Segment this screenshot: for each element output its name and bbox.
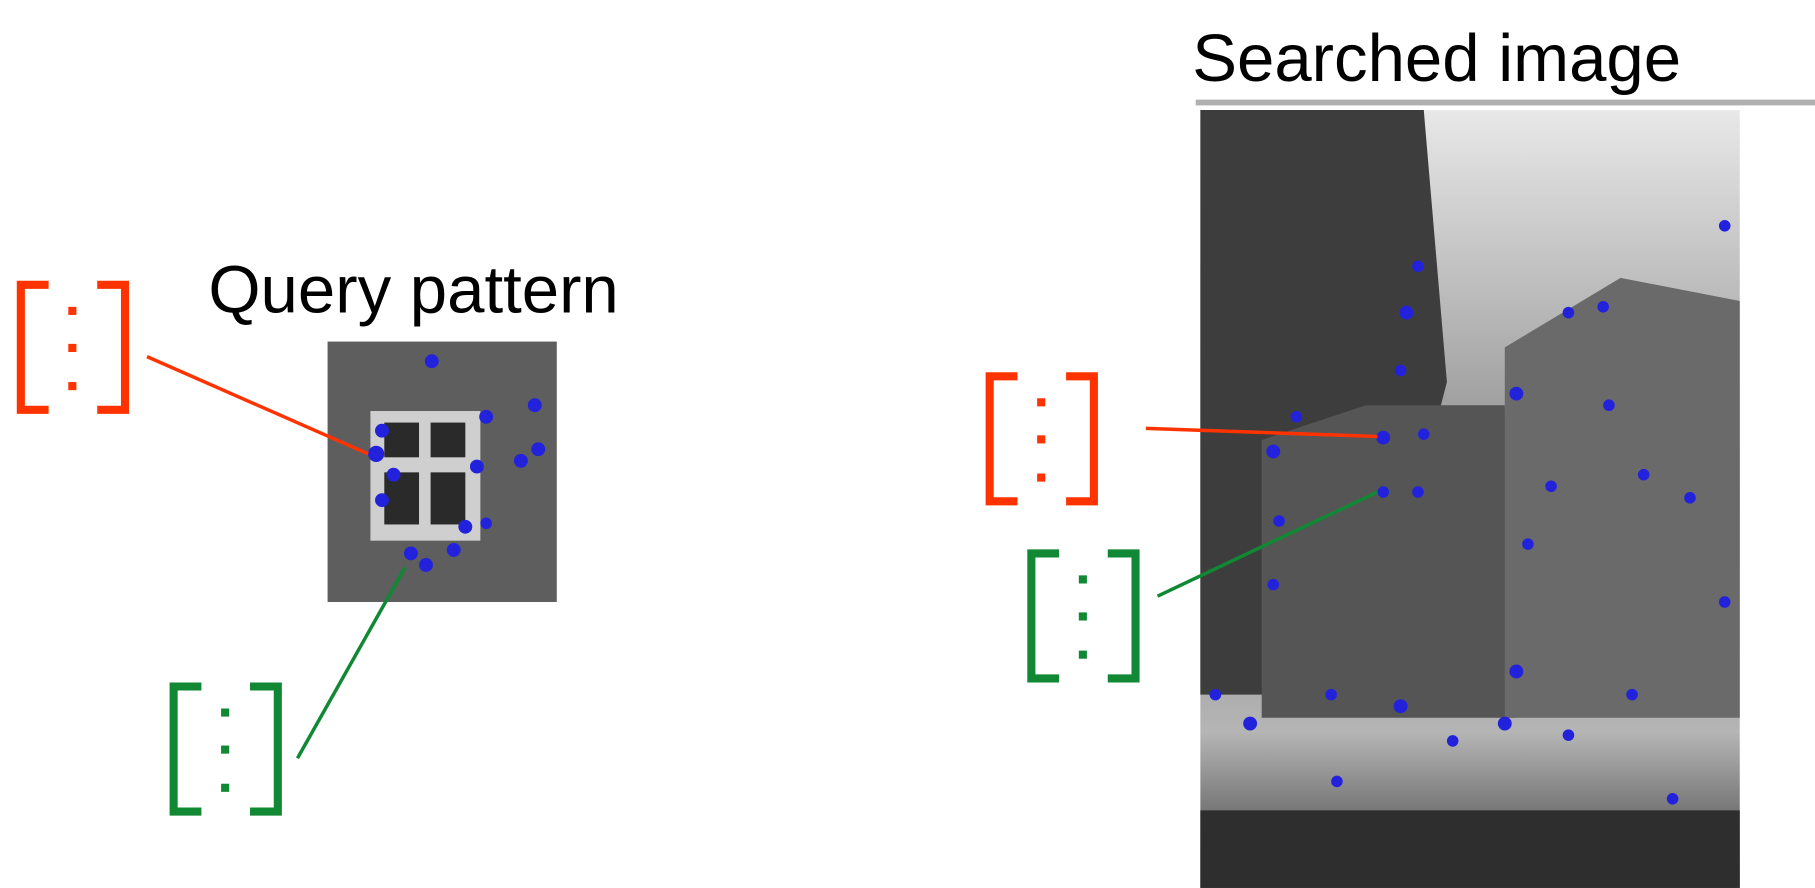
searched-title: Searched image — [1192, 21, 1681, 96]
diagram: Query pattern Searched image — [0, 0, 1815, 888]
query-image — [328, 342, 557, 602]
page: {"query": {"label": "Query pattern"}, "s… — [0, 0, 1815, 888]
query-title: Query pattern — [208, 253, 618, 328]
searched-image — [1196, 100, 1815, 888]
query-green-vector — [174, 567, 406, 811]
